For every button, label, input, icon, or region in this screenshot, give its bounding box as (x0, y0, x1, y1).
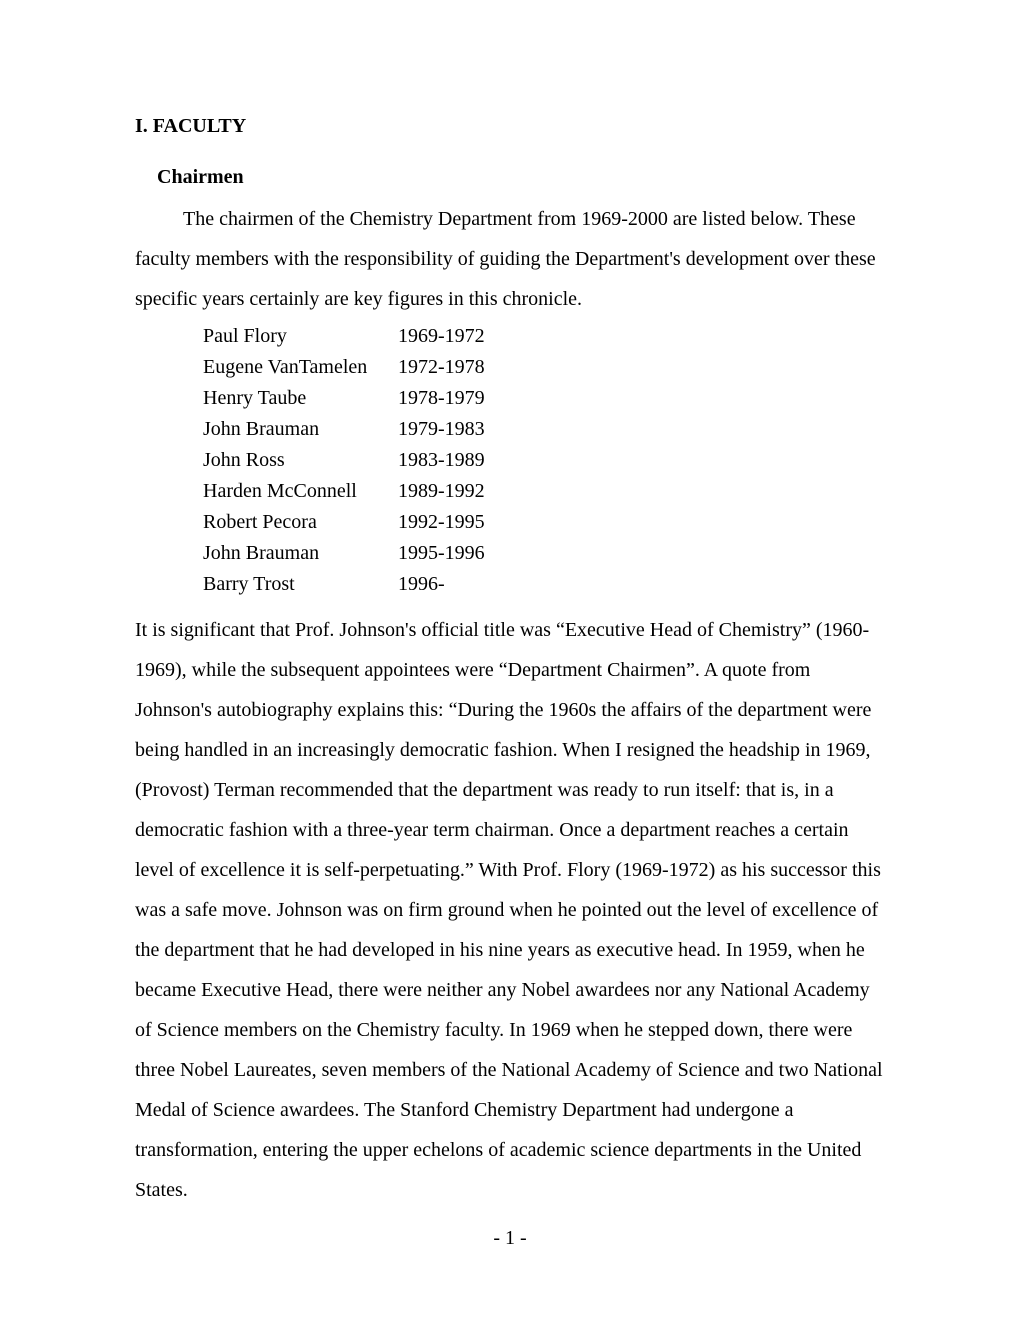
chairman-name: John Brauman (203, 414, 398, 445)
chairman-years: 1979-1983 (398, 414, 485, 445)
section-heading: I. FACULTY (135, 115, 890, 138)
chairman-name: Robert Pecora (203, 507, 398, 538)
chairman-years: 1969-1972 (398, 321, 485, 352)
document-page: I. FACULTY Chairmen The chairmen of the … (0, 0, 1020, 1320)
chairman-row: Eugene VanTamelen 1972-1978 (203, 352, 890, 383)
chairman-name: Paul Flory (203, 321, 398, 352)
chairman-row: John Brauman 1995-1996 (203, 538, 890, 569)
body-paragraph: It is significant that Prof. Johnson's o… (135, 610, 890, 1210)
chairman-name: Eugene VanTamelen (203, 352, 398, 383)
chairman-name: Harden McConnell (203, 476, 398, 507)
chairman-years: 1978-1979 (398, 383, 485, 414)
chairmen-list: Paul Flory 1969-1972 Eugene VanTamelen 1… (203, 321, 890, 600)
chairman-name: John Brauman (203, 538, 398, 569)
chairman-row: John Ross 1983-1989 (203, 445, 890, 476)
chairman-row: Barry Trost 1996- (203, 569, 890, 600)
page-number: - 1 - (0, 1227, 1020, 1250)
chairman-name: Henry Taube (203, 383, 398, 414)
chairman-years: 1972-1978 (398, 352, 485, 383)
chairman-years: 1992-1995 (398, 507, 485, 538)
chairman-name: Barry Trost (203, 569, 398, 600)
chairman-row: Paul Flory 1969-1972 (203, 321, 890, 352)
chairman-years: 1995-1996 (398, 538, 485, 569)
chairman-row: Robert Pecora 1992-1995 (203, 507, 890, 538)
chairman-years: 1996- (398, 569, 445, 600)
chairman-row: John Brauman 1979-1983 (203, 414, 890, 445)
chairman-row: Henry Taube 1978-1979 (203, 383, 890, 414)
chairman-row: Harden McConnell 1989-1992 (203, 476, 890, 507)
chairman-years: 1983-1989 (398, 445, 485, 476)
intro-paragraph: The chairmen of the Chemistry Department… (135, 199, 890, 319)
chairman-name: John Ross (203, 445, 398, 476)
subsection-heading: Chairmen (157, 166, 890, 189)
chairman-years: 1989-1992 (398, 476, 485, 507)
